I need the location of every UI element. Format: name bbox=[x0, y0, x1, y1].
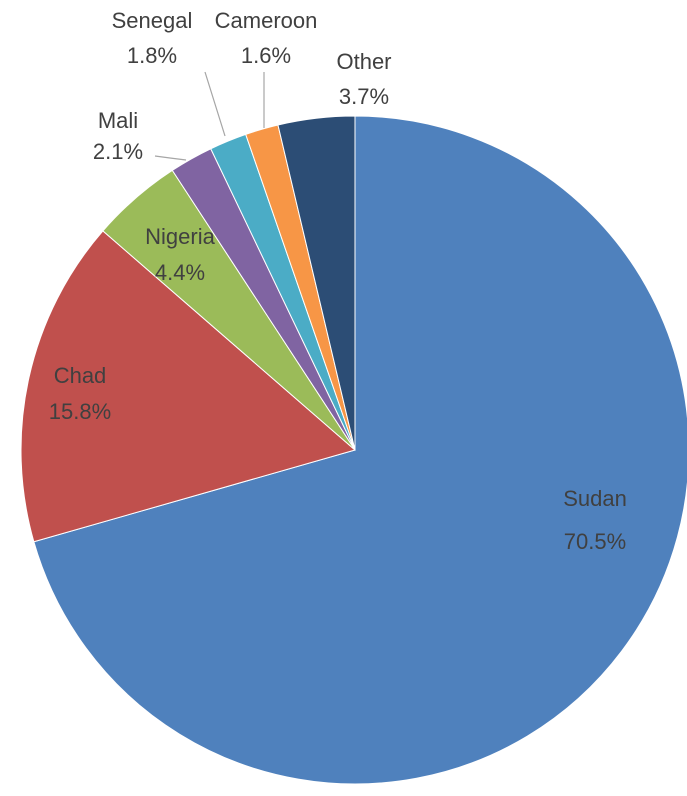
slice-value-label: 15.8% bbox=[49, 399, 111, 424]
leader-line bbox=[154, 155, 187, 161]
slice-label: Other bbox=[336, 49, 391, 74]
slice-value-label: 1.6% bbox=[241, 43, 291, 68]
slice-value-label: 2.1% bbox=[93, 139, 143, 164]
pie-slice bbox=[33, 115, 687, 785]
slice-value-label: 70.5% bbox=[564, 529, 626, 554]
slice-label: Sudan bbox=[563, 486, 627, 511]
slice-label: Senegal bbox=[112, 8, 193, 33]
slice-value-label: 1.8% bbox=[127, 43, 177, 68]
slice-label: Nigeria bbox=[145, 224, 215, 249]
pie-slice bbox=[20, 230, 357, 543]
slice-value-label: 3.7% bbox=[339, 84, 389, 109]
slice-label: Chad bbox=[54, 363, 107, 388]
slice-value-label: 4.4% bbox=[155, 260, 205, 285]
leader-line bbox=[204, 71, 226, 137]
pie-slice bbox=[277, 115, 356, 451]
slice-label: Mali bbox=[98, 108, 138, 133]
slice-label: Cameroon bbox=[215, 8, 318, 33]
